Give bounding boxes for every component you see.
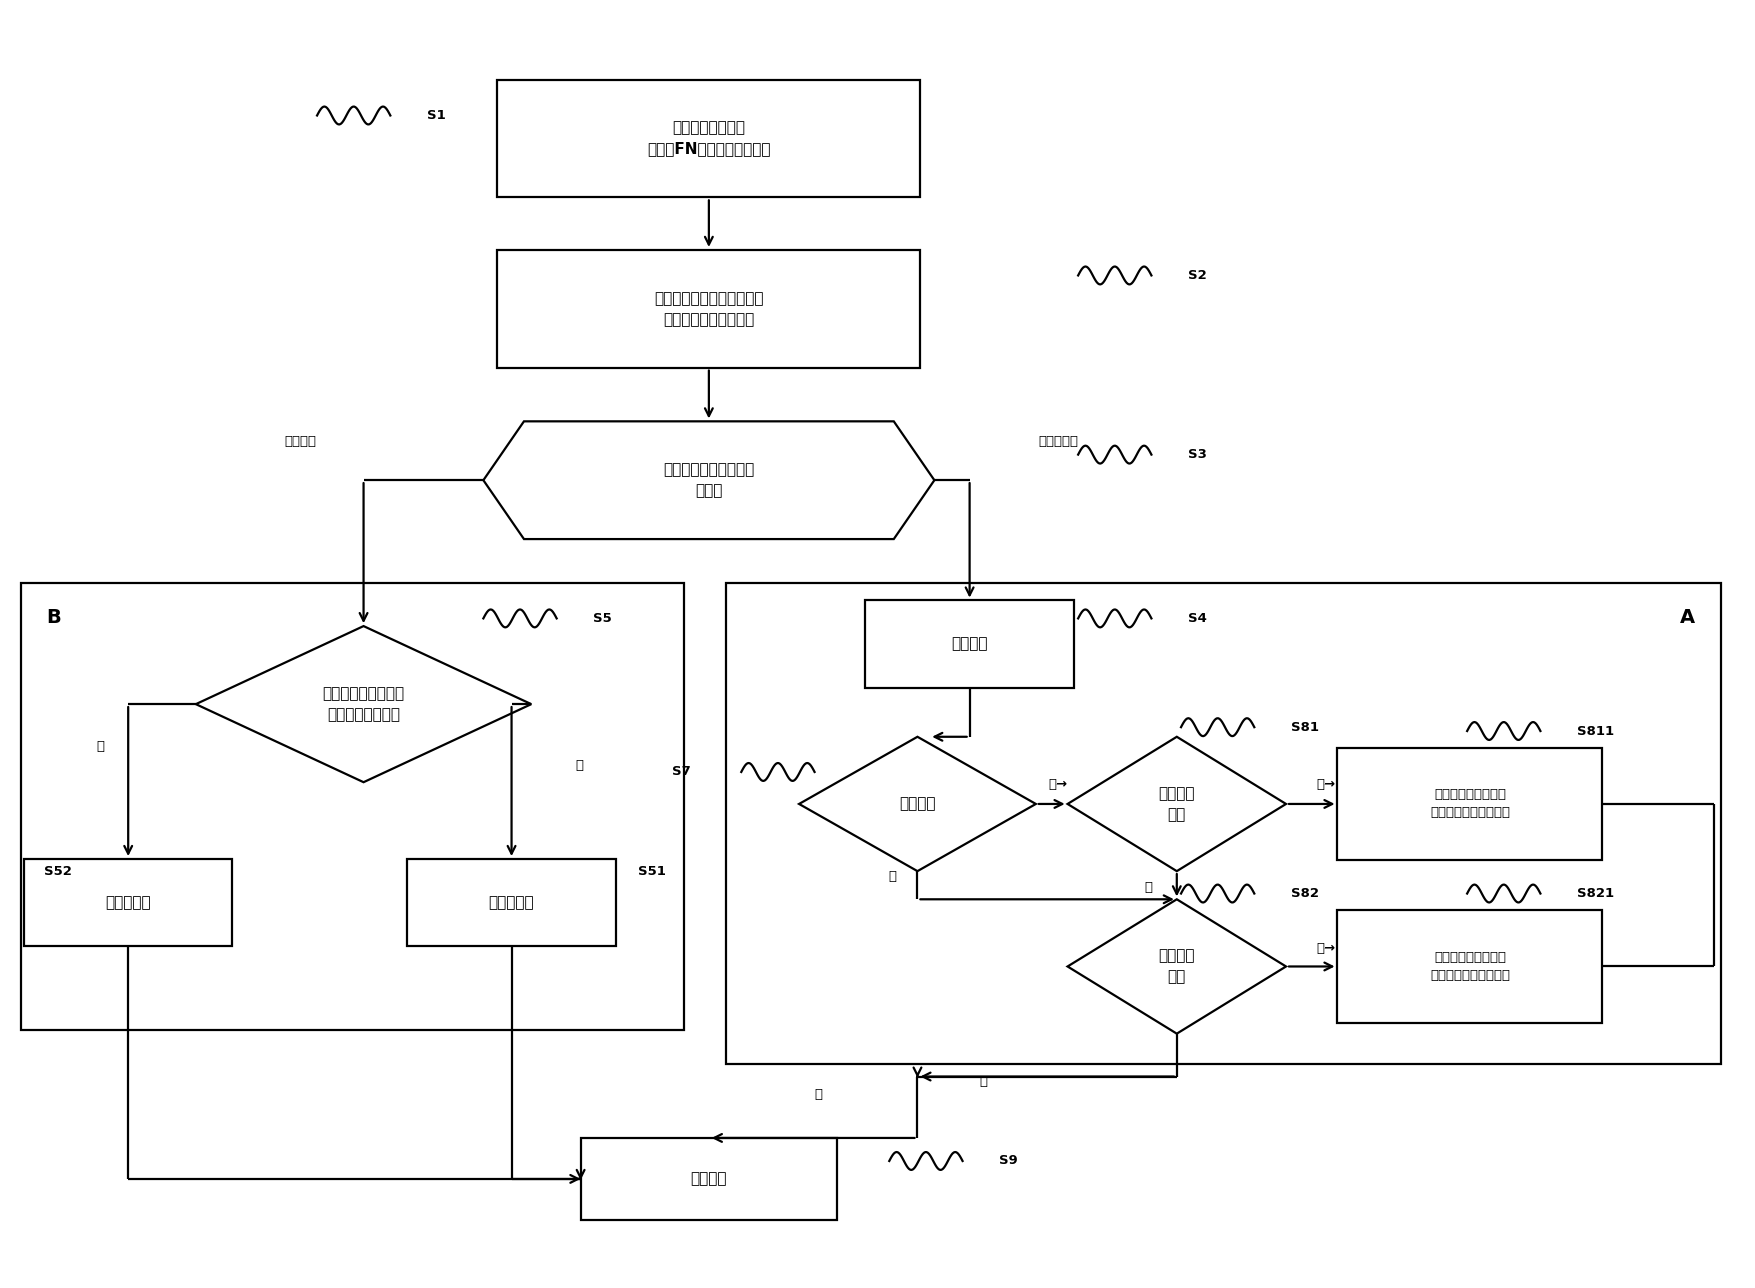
Text: 记忆体模式: 记忆体模式 xyxy=(1037,435,1078,448)
Text: 电晶体截止: 电晶体截止 xyxy=(105,895,151,911)
Text: 抹除源极
电子: 抹除源极 电子 xyxy=(1158,786,1195,822)
FancyBboxPatch shape xyxy=(497,250,920,367)
Polygon shape xyxy=(1067,737,1285,871)
Text: 否: 否 xyxy=(1144,881,1151,894)
FancyBboxPatch shape xyxy=(581,1139,837,1220)
Text: 读第二操作电压是否
超过第二临界电压: 读第二操作电压是否 超过第二临界电压 xyxy=(323,687,404,723)
Text: 读取步骤: 读取步骤 xyxy=(951,636,988,652)
Text: 否: 否 xyxy=(979,1075,986,1088)
FancyBboxPatch shape xyxy=(1337,911,1602,1023)
Text: 是→: 是→ xyxy=(1048,778,1067,791)
Text: 操作结束: 操作结束 xyxy=(690,1171,727,1186)
FancyBboxPatch shape xyxy=(1337,747,1602,860)
Text: S5: S5 xyxy=(593,612,612,625)
Text: 否: 否 xyxy=(97,739,104,753)
FancyBboxPatch shape xyxy=(407,859,616,945)
FancyBboxPatch shape xyxy=(865,600,1074,688)
Text: 电晶体导通: 电晶体导通 xyxy=(488,895,534,911)
Text: S1: S1 xyxy=(426,109,446,122)
Text: 是→: 是→ xyxy=(1316,942,1336,956)
Text: S81: S81 xyxy=(1290,721,1318,734)
Polygon shape xyxy=(799,737,1035,871)
Text: S4: S4 xyxy=(1188,612,1206,625)
Text: 是: 是 xyxy=(576,759,583,772)
Text: 提供源极一抹除电压
栅极和漏极为接地状态: 提供源极一抹除电压 栅极和漏极为接地状态 xyxy=(1429,788,1509,819)
FancyBboxPatch shape xyxy=(25,859,232,945)
Text: 提供漏极一抹除电压
源极和栅极为接地状态: 提供漏极一抹除电压 源极和栅极为接地状态 xyxy=(1429,951,1509,981)
Text: S821: S821 xyxy=(1576,887,1613,900)
Text: S82: S82 xyxy=(1290,887,1318,900)
Text: 是→: 是→ xyxy=(1316,778,1336,791)
FancyBboxPatch shape xyxy=(497,80,920,197)
Text: S7: S7 xyxy=(672,765,690,778)
Text: 否: 否 xyxy=(814,1088,823,1101)
Text: S3: S3 xyxy=(1188,448,1206,461)
Polygon shape xyxy=(483,421,934,540)
Text: S52: S52 xyxy=(44,866,72,878)
Text: 执行开关模式或是记忆
体模式: 执行开关模式或是记忆 体模式 xyxy=(663,462,755,498)
Text: 电晶体内电荷累积，临界电
压增加至第二临界电压: 电晶体内电荷累积，临界电 压增加至第二临界电压 xyxy=(655,291,763,327)
Text: 否: 否 xyxy=(888,871,895,884)
Text: S811: S811 xyxy=(1576,725,1613,738)
Text: 抹除步骤: 抹除步骤 xyxy=(899,796,935,811)
Text: A: A xyxy=(1680,608,1695,627)
Polygon shape xyxy=(1067,899,1285,1034)
Text: 给予第一操作电压
使电子FN穿隧至电荷储存层: 给予第一操作电压 使电子FN穿隧至电荷储存层 xyxy=(648,121,770,157)
Text: S2: S2 xyxy=(1188,269,1206,282)
Text: 抹除漏极
电子: 抹除漏极 电子 xyxy=(1158,948,1195,984)
Text: S51: S51 xyxy=(639,866,665,878)
Polygon shape xyxy=(197,626,532,782)
Text: 开关模式: 开关模式 xyxy=(284,435,316,448)
Text: S9: S9 xyxy=(999,1154,1018,1167)
Text: B: B xyxy=(46,608,61,627)
